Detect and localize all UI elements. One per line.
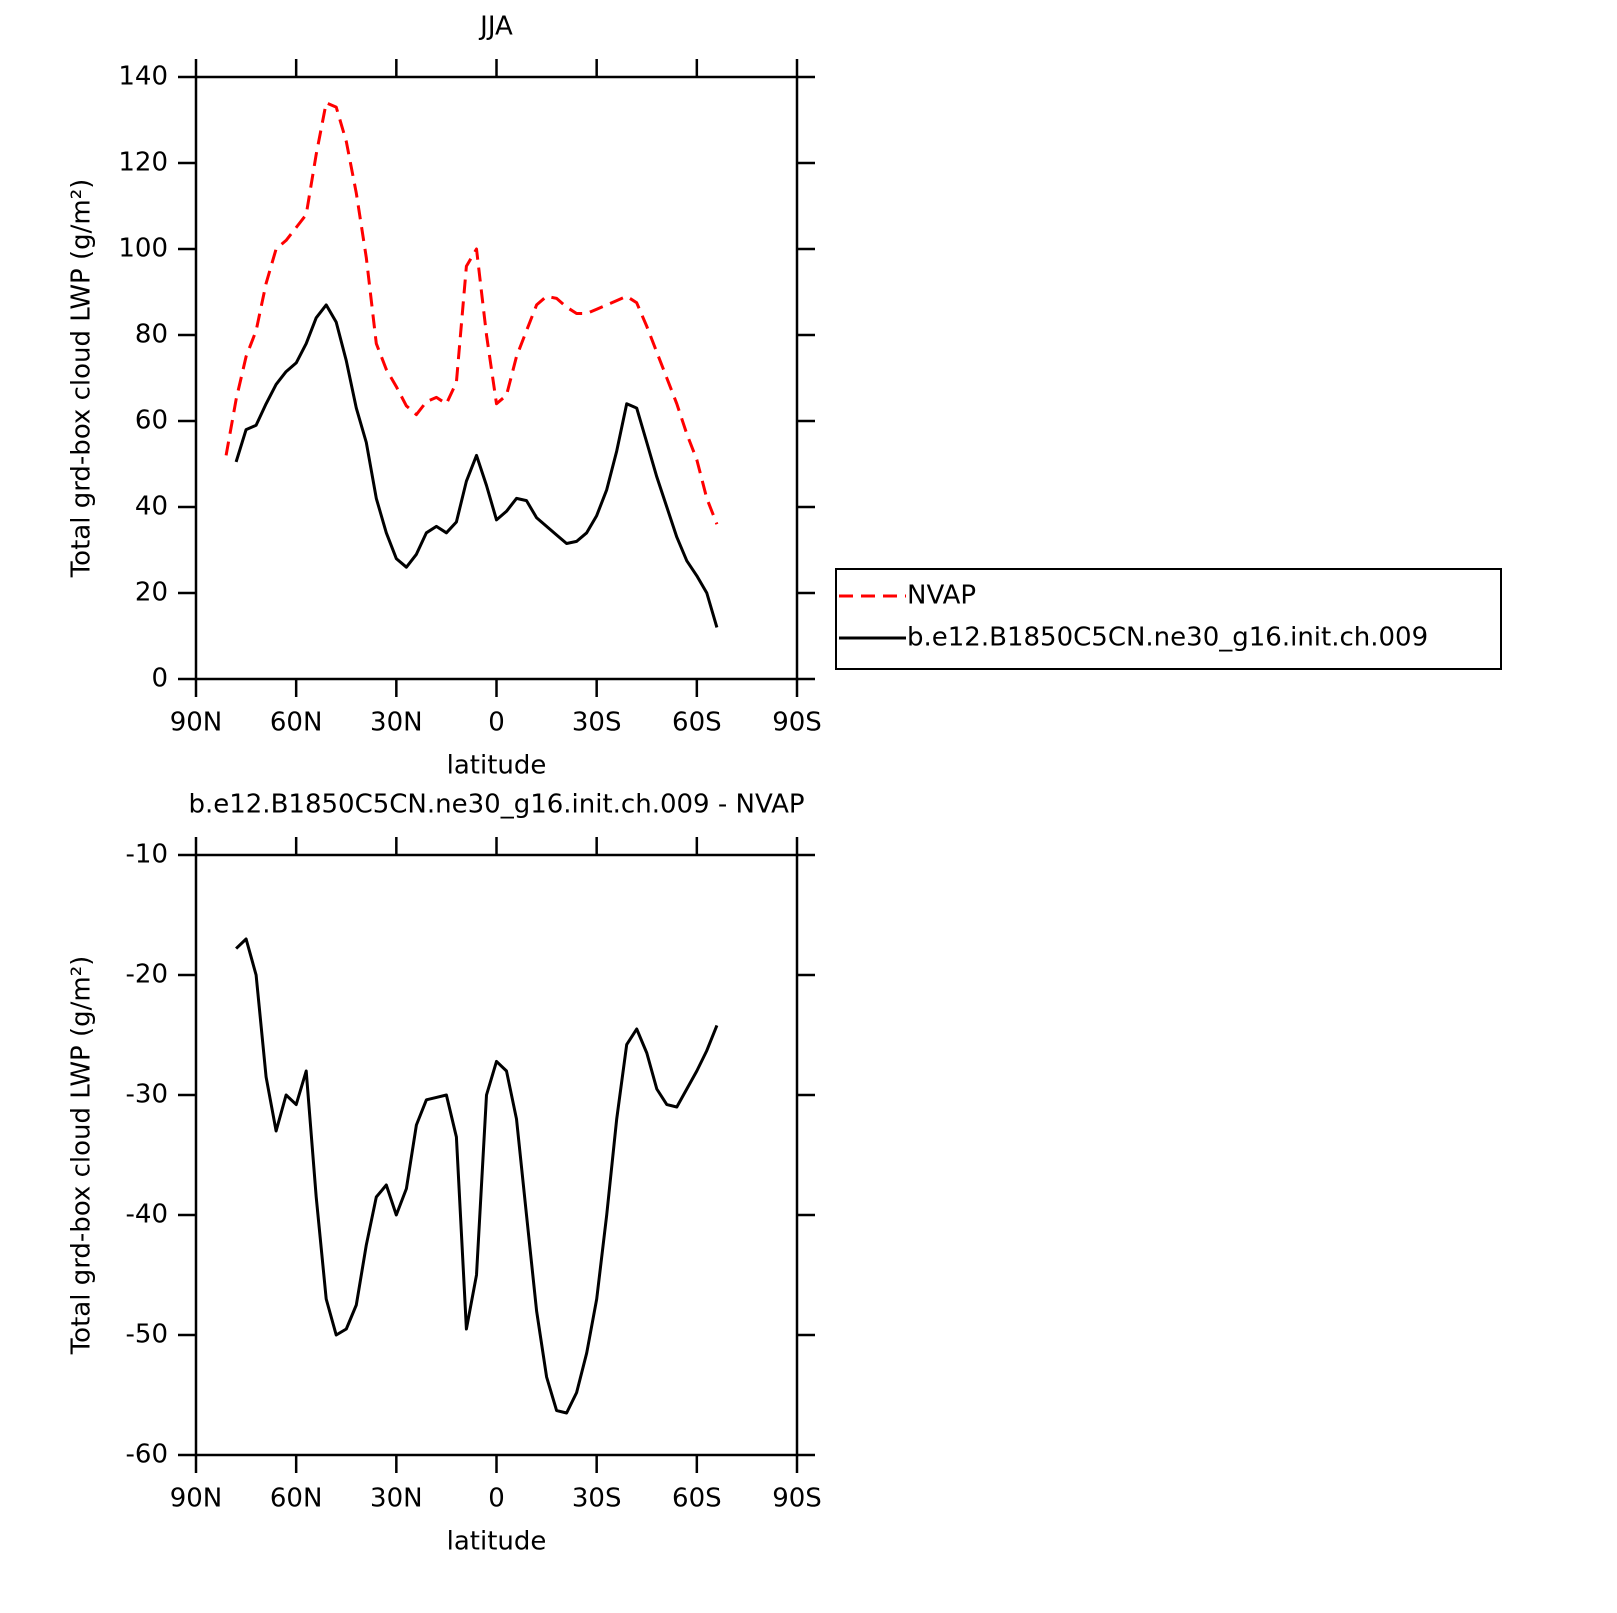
plot-frame [194,75,799,681]
x-tick-label: 90S [772,708,822,738]
legend-box [835,568,1502,670]
data-line [234,303,719,628]
x-tick-label: 60S [672,1484,722,1514]
x-tick-label: 30S [572,708,622,738]
y-tick-label: -50 [126,1320,168,1350]
y-tick-label: 20 [135,578,168,608]
y-tick-label: -60 [126,1440,168,1470]
y-tick-label: -30 [126,1080,168,1110]
x-tick-label: 30S [572,1484,622,1514]
x-tick-label: 30N [370,1484,423,1514]
y-tick-label: 140 [118,62,168,92]
y-tick-label: -20 [126,960,168,990]
legend-label: b.e12.B1850C5CN.ne30_g16.init.ch.009 [907,623,1428,653]
x-tick-label: 60N [270,708,323,738]
x-axis-label: latitude [447,1527,547,1557]
x-tick-label: 90N [170,1484,223,1514]
y-tick-label: 0 [151,664,168,694]
y-tick-label: 40 [135,492,168,522]
chart-title: b.e12.B1850C5CN.ne30_g16.init.ch.009 - N… [188,790,804,820]
legend-label: NVAP [907,581,976,611]
y-tick-label: 80 [135,320,168,350]
y-tick-label: 120 [118,148,168,178]
plot-frame [194,853,799,1457]
x-tick-label: 90N [170,708,223,738]
y-tick-label: -40 [126,1200,168,1230]
y-tick-label: -10 [126,840,168,870]
x-tick-label: 0 [488,1484,505,1514]
y-tick-label: 100 [118,234,168,264]
x-tick-label: 90S [772,1484,822,1514]
chart-title: JJA [478,12,513,42]
x-tick-label: 30N [370,708,423,738]
x-tick-label: 60N [270,1484,323,1514]
x-axis-label: latitude [447,751,547,781]
x-tick-label: 0 [488,708,505,738]
y-axis-label: Total grd-box cloud LWP (g/m²) [67,956,97,1356]
x-tick-label: 60S [672,708,722,738]
y-axis-label: Total grd-box cloud LWP (g/m²) [67,179,97,579]
data-line [235,937,719,1415]
y-tick-label: 60 [135,406,168,436]
data-line [224,101,719,525]
